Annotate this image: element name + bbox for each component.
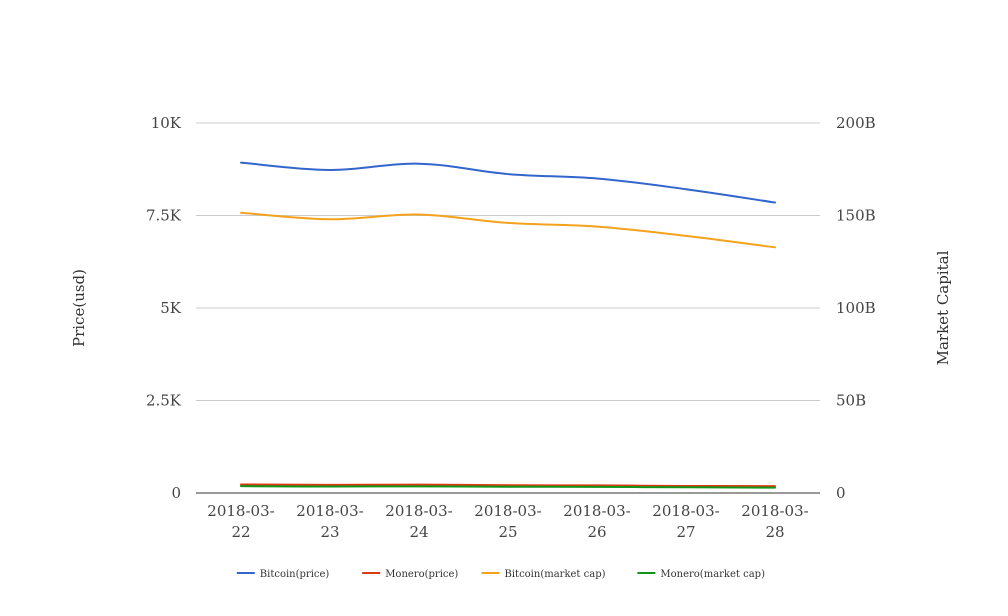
- x-tick-label: 2018-03-28: [741, 502, 808, 541]
- x-tick-label: 2018-03-24: [385, 502, 452, 541]
- series-line-monero-price: [240, 483, 776, 488]
- x-tick-label: 2018-03-22: [207, 502, 274, 541]
- left-tick-label: 2.5K: [146, 392, 182, 410]
- series-line-monero-market-cap: [240, 485, 776, 489]
- legend-item-bitcoin-price: Bitcoin(price): [236, 569, 330, 580]
- right-tick-label: 0: [836, 484, 846, 502]
- right-tick-label: 50B: [836, 392, 866, 410]
- left-tick-label: 0: [171, 484, 181, 502]
- x-tick-label: 2018-03-26: [563, 502, 630, 541]
- x-axis-ticks: 2018-03-22 2018-03-23 2018-03-24 2018-03-25…: [207, 502, 808, 541]
- series-lines: [240, 161, 776, 489]
- left-tick-label: 5K: [160, 299, 182, 317]
- gridlines: [196, 122, 820, 494]
- series-line-bitcoin-price: [240, 161, 776, 204]
- legend-label: Bitcoin(price): [260, 569, 330, 580]
- legend-label: Monero(price): [385, 569, 458, 580]
- series-line-bitcoin-market-cap: [240, 211, 776, 249]
- right-axis-ticks: 0 50B 100B 150B 200B: [836, 114, 876, 502]
- left-axis-title: Price(usd): [70, 269, 88, 347]
- x-tick-label: 2018-03-25: [474, 502, 541, 541]
- legend-label: Bitcoin(market cap): [505, 569, 606, 580]
- right-tick-label: 150B: [836, 207, 876, 225]
- x-tick-label: 2018-03-23: [296, 502, 363, 541]
- left-axis-ticks: 0 2.5K 5K 7.5K 10K: [146, 114, 182, 502]
- legend-label: Monero(market cap): [660, 569, 765, 580]
- legend: Bitcoin(price) Monero(price) Bitcoin(marke…: [236, 569, 765, 580]
- right-axis-title: Market Capital: [934, 250, 952, 365]
- legend-item-bitcoin-market-cap: Bitcoin(market cap): [481, 569, 606, 580]
- left-tick-label: 10K: [151, 114, 182, 132]
- x-tick-label: 2018-03-27: [652, 502, 719, 541]
- right-tick-label: 200B: [836, 114, 876, 132]
- right-tick-label: 100B: [836, 299, 876, 317]
- legend-item-monero-market-cap: Monero(market cap): [637, 569, 765, 580]
- left-tick-label: 7.5K: [146, 207, 182, 225]
- legend-item-monero-price: Monero(price): [362, 569, 458, 580]
